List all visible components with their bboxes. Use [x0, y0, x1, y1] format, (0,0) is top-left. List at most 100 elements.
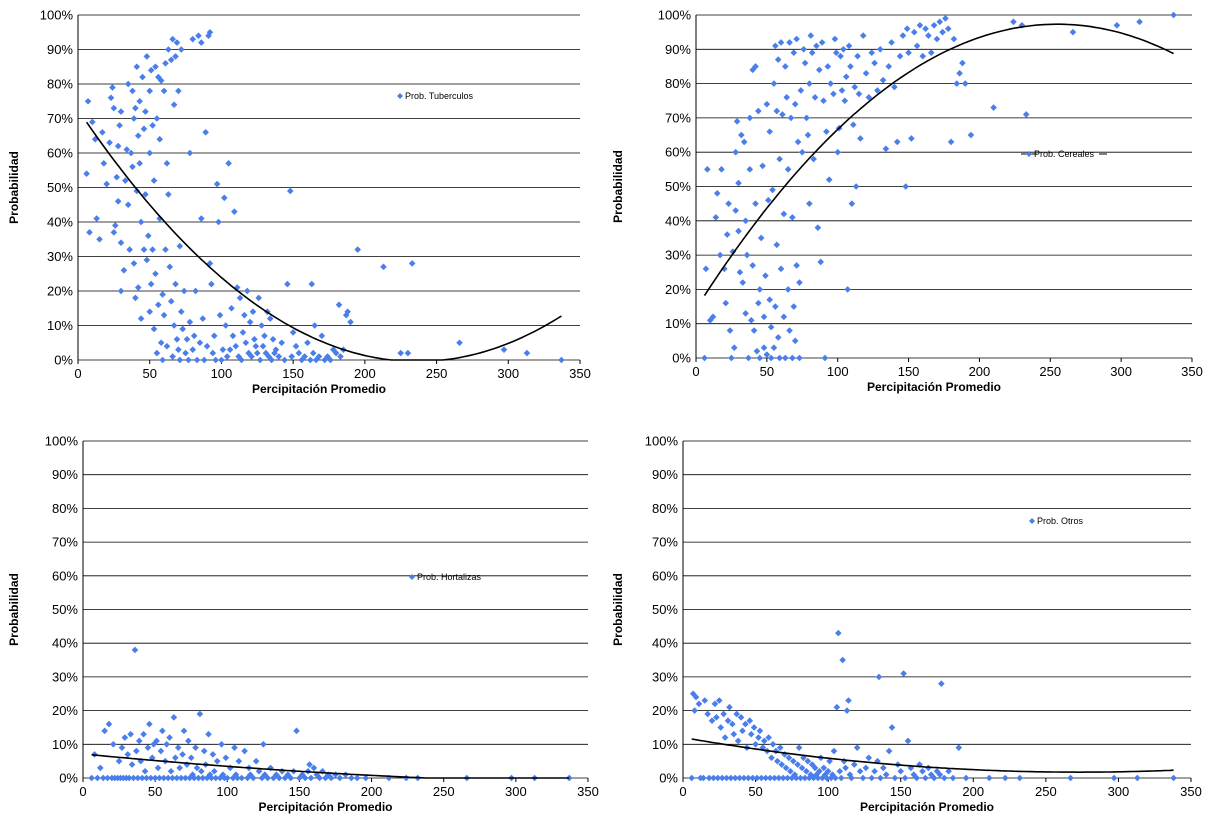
data-point — [286, 187, 294, 195]
data-point — [1170, 11, 1177, 19]
data-point — [811, 94, 819, 101]
data-point — [784, 774, 791, 782]
x-tick-label: 200 — [962, 784, 984, 799]
data-point — [185, 356, 192, 364]
data-point — [756, 727, 764, 735]
data-point — [344, 308, 351, 315]
data-point — [199, 315, 207, 322]
data-point — [859, 32, 867, 39]
data-point — [88, 774, 95, 782]
legend-marker — [1026, 151, 1032, 157]
data-point — [113, 173, 121, 181]
data-point — [307, 774, 315, 782]
data-point — [215, 218, 222, 226]
data-point — [565, 774, 573, 782]
data-point — [117, 287, 125, 295]
data-point — [743, 251, 751, 259]
x-tick-label: 300 — [497, 366, 519, 381]
x-tick-label: 0 — [74, 366, 81, 381]
data-point — [762, 272, 769, 279]
data-point — [845, 697, 852, 704]
data-point — [807, 32, 815, 39]
data-point — [1022, 111, 1030, 118]
data-point — [882, 145, 890, 153]
data-point — [222, 754, 230, 762]
data-point — [1001, 774, 1009, 782]
data-point — [123, 146, 131, 153]
data-point — [755, 734, 762, 741]
data-point — [842, 764, 849, 772]
data-point — [109, 84, 116, 91]
data-point — [877, 774, 884, 782]
y-tick-label: 100% — [658, 8, 692, 23]
data-point — [753, 774, 761, 782]
data-point — [900, 670, 907, 677]
data-point — [704, 166, 711, 173]
x-axis-title: Percipitación Promedio — [860, 800, 994, 814]
data-point — [186, 149, 194, 157]
data-point — [167, 767, 175, 775]
data-point — [147, 280, 155, 288]
y-tick-label: 0% — [54, 353, 73, 368]
y-tick-label: 0% — [659, 771, 678, 786]
data-point — [714, 774, 722, 782]
data-point — [216, 311, 224, 319]
y-tick-label: 70% — [665, 110, 691, 125]
data-point — [213, 180, 221, 188]
data-point — [747, 730, 755, 738]
data-point — [239, 329, 247, 336]
data-point — [301, 353, 308, 360]
x-tick-label: 200 — [361, 784, 383, 799]
data-point — [165, 191, 172, 198]
data-point — [238, 356, 245, 364]
data-point — [278, 339, 285, 347]
data-point — [940, 774, 948, 782]
data-point — [1170, 774, 1177, 782]
data-point — [826, 757, 833, 765]
data-point — [218, 356, 225, 364]
data-point — [1016, 774, 1024, 782]
data-point — [715, 697, 723, 704]
y-tick-label: 20% — [652, 703, 678, 718]
data-point — [304, 339, 311, 347]
data-point — [278, 767, 286, 775]
data-point — [241, 311, 248, 319]
data-point — [840, 46, 847, 53]
data-point — [318, 332, 326, 340]
data-point — [211, 767, 218, 775]
data-point — [111, 222, 119, 229]
x-tick-label: 100 — [817, 784, 839, 799]
data-point — [129, 163, 136, 171]
data-point — [260, 741, 267, 748]
data-point — [814, 224, 822, 231]
data-point — [732, 207, 739, 214]
data-point — [825, 176, 833, 183]
data-point — [758, 774, 765, 782]
data-point — [216, 774, 224, 782]
data-point — [899, 32, 907, 39]
legend-marker — [1029, 518, 1035, 524]
y-tick-label: 10% — [652, 737, 678, 752]
data-point — [759, 162, 766, 170]
data-point — [153, 349, 161, 357]
x-tick-label: 200 — [354, 366, 376, 381]
data-point — [139, 73, 146, 81]
x-tick-label: 350 — [1180, 784, 1202, 799]
x-tick-label: 50 — [748, 784, 762, 799]
data-point — [222, 322, 230, 329]
y-tick-label: 20% — [52, 703, 78, 718]
data-point — [83, 170, 90, 177]
data-point — [1069, 28, 1077, 36]
chart-otros-svg: 0% 10% 20% 30% 40% 50% 60% 70% 80% 90% 100% 0 50 100 1… — [611, 434, 1202, 815]
data-point — [143, 256, 151, 264]
data-point — [763, 351, 771, 358]
data-point — [269, 336, 277, 343]
data-point — [189, 35, 197, 43]
data-point — [292, 342, 300, 350]
data-point — [730, 730, 738, 738]
data-point — [865, 94, 873, 101]
data-point — [738, 131, 745, 139]
data-point — [150, 177, 158, 184]
data-point — [354, 246, 361, 253]
data-point — [115, 757, 123, 765]
